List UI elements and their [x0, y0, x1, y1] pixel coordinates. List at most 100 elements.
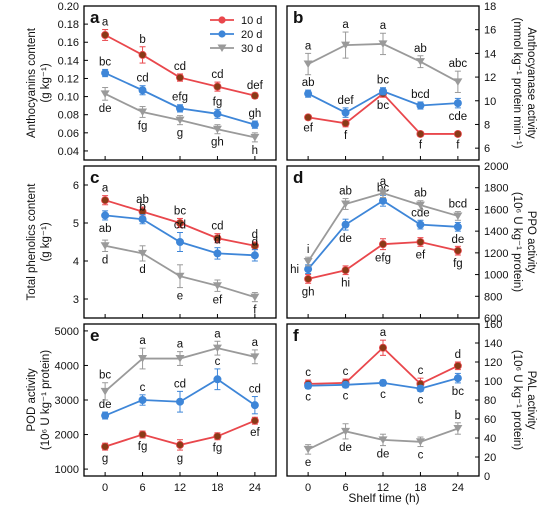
panel-d-series-20d-sig-letter: de: [339, 233, 352, 245]
panel-a-ytick-label: 0.04: [58, 146, 79, 158]
panel-c-series-20d-sig-letter: d: [252, 237, 258, 249]
panel-c-series-10d-point: [101, 196, 110, 205]
legend-label: 20 d: [241, 29, 262, 41]
panel-f-series-30d-point: [453, 425, 463, 433]
panel-f-series-20d-point: [416, 384, 425, 393]
panel-c-letter: c: [90, 168, 99, 187]
panel-f-xtick-label: 6: [342, 482, 348, 494]
panel-c-ytick-label: 6: [73, 180, 79, 192]
panel-c-series-10d-sig-letter: bc: [174, 205, 186, 217]
panel-a-series-20d-point: [250, 120, 259, 129]
panel-b-series-30d-point: [303, 60, 313, 69]
panel-c-y-axis-title: Total phenolics content (g kg⁻¹): [26, 183, 52, 301]
panel-a-series-20d-point: [101, 69, 110, 78]
panel-a-series-20d-point: [213, 109, 222, 118]
panel-b-series-20d-sig-letter: ab: [302, 77, 315, 89]
panel-c-series-30d-point: [100, 242, 110, 250]
panel-a-series-30d-point: [250, 133, 260, 142]
legend-label: 30 d: [241, 43, 262, 55]
panel-c-series-30d-sig-letter: e: [177, 291, 183, 303]
panel-f-series-30d-point: [303, 445, 313, 454]
panel-c-series-10d-point: [213, 234, 222, 243]
panel-b-series-30d-point: [378, 40, 388, 48]
panel-b-series-20d-sig-letter: cde: [449, 111, 468, 123]
panel-e-xtick-label: 24: [249, 482, 261, 494]
panel-e-series-30d-point: [250, 353, 260, 361]
panel-c-series-20d-point: [138, 215, 147, 224]
panel-e-series-10d-point: [138, 430, 147, 439]
panel-b-series-30d-point: [341, 41, 351, 50]
panel-e-xtick-label: 18: [211, 482, 223, 494]
panel-c-series-20d-point: [213, 249, 222, 258]
panel-c-series-10d-sig-letter: cd: [211, 221, 223, 233]
legend-swatch-marker: [218, 16, 226, 24]
panel-c-series-20d-point: [250, 251, 259, 260]
panel-d-series-10d-point: [416, 237, 425, 246]
panel-d-series-20d-point: [341, 220, 350, 229]
panel-a-series-10d-sig-letter: a: [102, 17, 109, 29]
panel-c-series-20d-sig-letter: ab: [99, 223, 112, 235]
panel-e-series-20d-point: [101, 411, 110, 420]
panel-a-letter: a: [90, 8, 100, 27]
panel-f-ytick-label: 60: [484, 414, 496, 426]
panel-b-series-10d-sig-letter: ef: [303, 123, 313, 135]
panel-f-series-20d-sig-letter: c: [305, 392, 311, 404]
panel-f-series-10d-sig-letter: d: [455, 349, 461, 361]
panel-d-series-30d-point: [341, 200, 351, 208]
panel-d-series-30d-sig-letter: ab: [339, 186, 352, 198]
panel-d-series-10d-sig-letter: gh: [302, 286, 315, 298]
x-axis-title: Shelf time (h): [348, 491, 419, 505]
panel-b-series-30d-sig-letter: a: [305, 40, 312, 52]
panel-f-series-20d-sig-letter: c: [418, 394, 424, 406]
panel-b-series-20d-point: [416, 101, 425, 110]
panel-e-series-30d-point: [175, 355, 185, 363]
panel-b-series-10d-point: [453, 129, 462, 138]
panel-d-series-30d-point: [415, 201, 425, 210]
panel-a-series-30d-point: [100, 90, 110, 98]
panel-e-series-10d-point: [250, 416, 259, 425]
panel-d-series-10d-point: [341, 266, 350, 275]
panel-f-series-20d-sig-letter: c: [380, 389, 386, 401]
panel-f-series-20d-sig-letter: bc: [452, 386, 464, 398]
panel-d-series-10d-sig-letter: hi: [341, 278, 350, 290]
panel-c-series-30d-point: [212, 282, 222, 290]
panel-b-ytick-label: 10: [484, 96, 496, 108]
panel-f-series-30d-point: [415, 438, 425, 446]
panel-c-series-30d-point: [138, 249, 148, 258]
panel-e-series-30d-sig-letter: a: [252, 337, 259, 349]
panel-a-series-10d-sig-letter: cd: [174, 61, 186, 73]
panel-b-series-10d-point: [416, 129, 425, 138]
panel-c-series-10d-point: [175, 218, 184, 227]
panel-a-ytick-label: 0.08: [58, 110, 79, 122]
panel-d-series-30d-point: [378, 189, 388, 198]
panel-d-series-20d-point: [378, 196, 387, 205]
panel-c-series-20d-sig-letter: d: [214, 235, 220, 247]
panel-a-series-20d-sig-letter: cd: [136, 73, 148, 85]
panel-f-series-10d-sig-letter: c: [343, 366, 349, 378]
panel-f-series-20d-point: [304, 381, 313, 390]
panel-e-series-20d-point: [213, 375, 222, 384]
panel-e-series-30d-sig-letter: a: [214, 328, 221, 340]
panel-e-y-axis-title: POD activity (10⁶ U kg⁻¹ protein): [26, 350, 52, 450]
panel-f-letter: f: [293, 326, 299, 345]
panel-a-series-20d-sig-letter: efg: [172, 92, 188, 104]
panel-b-series-10d-sig-letter: f: [419, 139, 423, 151]
panel-c-series-30d-sig-letter: f: [253, 305, 257, 317]
panel-d-series-20d-point: [453, 222, 462, 231]
panel-c-series-20d-sig-letter: b: [139, 202, 145, 214]
legend-label: 10 d: [241, 15, 262, 27]
panel-f-series-10d-point: [378, 343, 387, 352]
panel-a-series-20d-sig-letter: fg: [213, 96, 223, 108]
panel-f-series-30d-sig-letter: c: [418, 450, 424, 462]
panel-e-series-10d-sig-letter: ef: [250, 427, 260, 439]
panel-c-series-10d-sig-letter: ab: [136, 194, 149, 206]
panel-c-series-20d-sig-letter: cd: [174, 220, 186, 232]
panel-b-series-30d-sig-letter: ab: [414, 43, 427, 55]
panel-e-ytick-label: 4000: [55, 360, 79, 372]
panel-d-y-axis-title: PPO activity(10⁶ U kg⁻¹ protein): [511, 192, 537, 292]
panel-e-series-20d-sig-letter: cd: [249, 384, 261, 396]
panel-e-series-30d-point: [100, 387, 110, 396]
panel-e-series-20d-sig-letter: cd: [174, 378, 186, 390]
panel-f-series-30d-point: [378, 436, 388, 444]
panel-e-series-20d-point: [175, 397, 184, 406]
